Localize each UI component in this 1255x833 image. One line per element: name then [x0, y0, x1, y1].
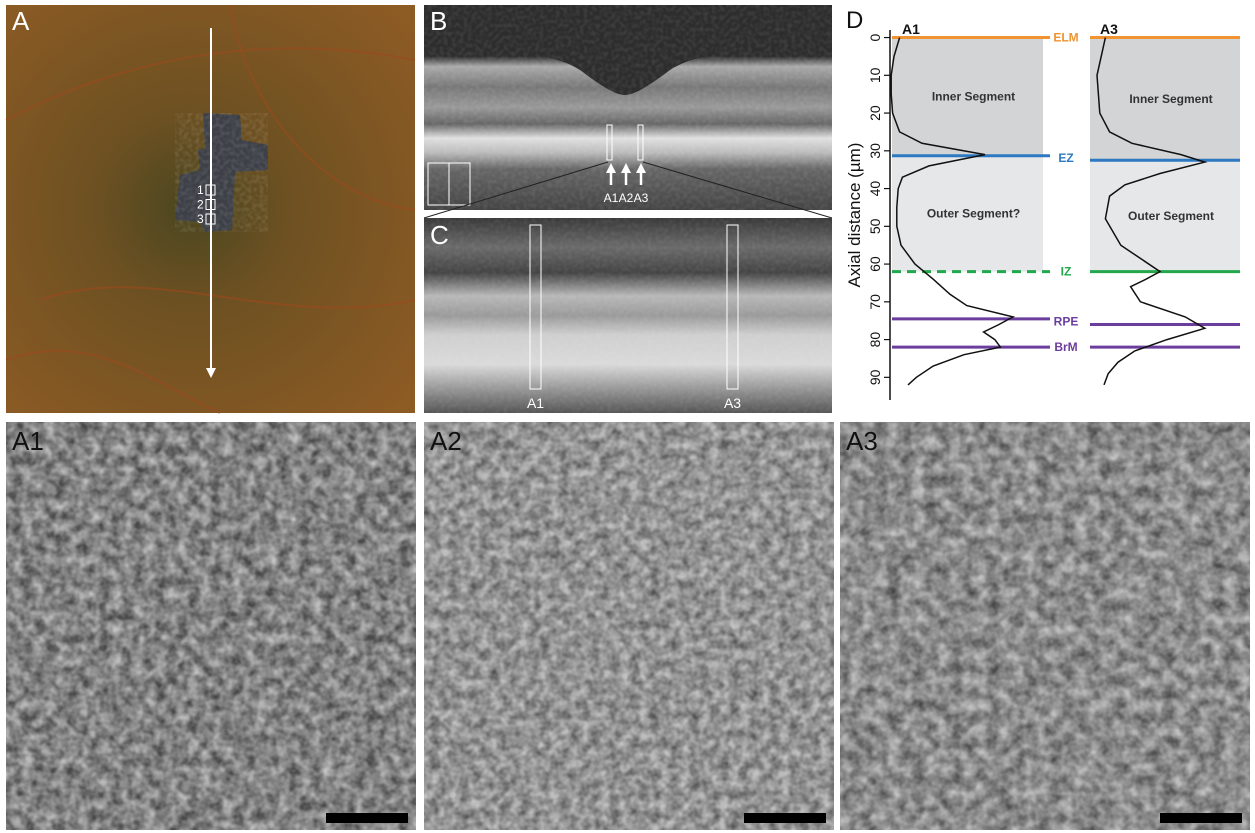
- oct-speckle: [424, 5, 832, 210]
- scale-bar: [744, 813, 826, 823]
- panel-label: D: [846, 7, 863, 34]
- scale-bar: [1160, 813, 1242, 823]
- roi-number: 2: [197, 198, 204, 212]
- panel-label: B: [430, 6, 447, 36]
- y-tick-label: 50: [867, 218, 883, 234]
- panel-label: A1: [12, 426, 44, 456]
- y-tick-label: 20: [867, 105, 883, 121]
- roi-number: 3: [197, 212, 204, 226]
- region-label: Inner Segment: [932, 90, 1015, 104]
- y-tick-label: 40: [867, 181, 883, 197]
- y-tick-label: 90: [867, 369, 883, 385]
- series-label: A1: [902, 21, 920, 37]
- roi-label: A1: [527, 395, 544, 411]
- layer-label: IZ: [1061, 265, 1072, 279]
- region-label: Outer Segment: [1128, 209, 1214, 223]
- y-tick-label: 70: [867, 294, 883, 310]
- oct-zoom-speckle: [424, 218, 832, 413]
- panel-a: 123 A: [6, 5, 415, 413]
- arrow-label: A1: [604, 191, 619, 205]
- mosaics: A1 A2 A3: [6, 422, 1250, 830]
- cone-highlight: [840, 422, 1250, 830]
- panel-label: A3: [846, 426, 878, 456]
- arrow-label: A2: [619, 191, 634, 205]
- y-tick-label: 80: [867, 332, 883, 348]
- arrow-label: A3: [634, 191, 649, 205]
- y-tick-label: 10: [867, 67, 883, 83]
- roi-number: 1: [197, 183, 204, 197]
- region-label: Inner Segment: [1129, 92, 1212, 106]
- panel-d: D Inner Segment Outer Segment? Inner Segme…: [845, 7, 1240, 400]
- series-label: A3: [1100, 21, 1118, 37]
- scale-bar: [326, 813, 408, 823]
- panel-c: A1 A3 C: [424, 218, 832, 413]
- figure: 123 A A1A2A3 B A1A3 C D Inner SegmentOut…: [0, 0, 1255, 833]
- region-label: Outer Segment?: [927, 207, 1020, 221]
- layer-label: ELM: [1053, 31, 1078, 45]
- y-tick-label: 30: [867, 143, 883, 159]
- y-tick-label: 0: [867, 33, 883, 41]
- layer-label: RPE: [1054, 315, 1079, 329]
- panel-label: C: [430, 220, 449, 250]
- layer-label: EZ: [1058, 151, 1073, 165]
- cone-highlight: [6, 422, 416, 830]
- cone-highlight: [424, 422, 834, 830]
- y-tick-label: 60: [867, 256, 883, 272]
- y-axis-label: Axial distance (µm): [845, 143, 864, 288]
- layer-label: BrM: [1054, 340, 1077, 354]
- panel-label: A: [12, 6, 30, 36]
- roi-label: A3: [724, 395, 741, 411]
- panel-label: A2: [430, 426, 462, 456]
